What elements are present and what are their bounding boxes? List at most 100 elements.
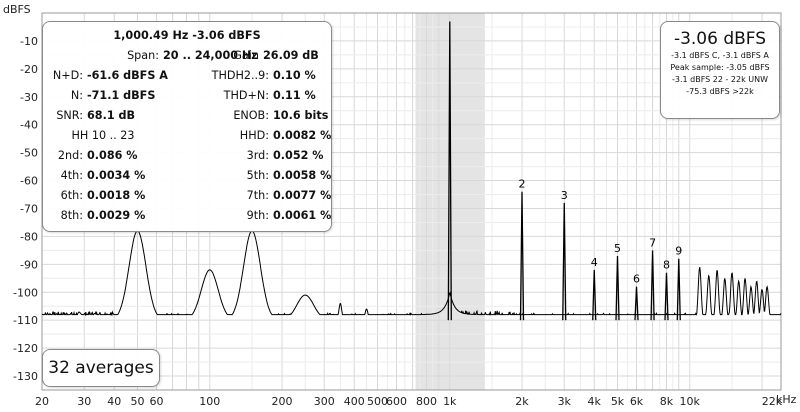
stat-label-left: N+D: (52, 69, 83, 82)
stat-label-right: 9th: (246, 209, 269, 222)
x-tick-label: 100 (199, 395, 220, 408)
harmonic-label: 4 (591, 256, 598, 269)
x-tick-label: 4k (588, 395, 602, 408)
harmonic-peak (676, 258, 681, 321)
stat-value-right: 10.6 bits (273, 109, 329, 122)
stat-label-right: THDH2..9: (211, 69, 269, 82)
averages-badge[interactable]: 32 averages (42, 349, 160, 387)
stat-value-left: -61.6 dBFS A (87, 69, 168, 82)
x-tick-label: 800 (416, 395, 437, 408)
y-tick-label: -110 (13, 314, 38, 327)
x-tick-label: 6k (630, 395, 644, 408)
y-tick-label: -70 (20, 202, 38, 215)
stat-label-left: HH 10 .. 23 (71, 129, 135, 142)
x-tick-label: 50 (131, 395, 145, 408)
harmonic-label: 5 (614, 242, 621, 255)
gain-label: Gain (233, 49, 259, 62)
x-tick-label: 2k (515, 395, 529, 408)
fundamental-peak (447, 21, 452, 321)
stat-label-left: 4th: (60, 169, 83, 182)
harmonic-label: 2 (518, 178, 525, 191)
stat-value-left: 0.0018 % (87, 189, 146, 202)
y-axis-ticks: -10 -20 -30 -40 -50 -60 -70 -80 -90 -100 -110 -120 -… (13, 35, 38, 383)
y-tick-label: -30 (20, 91, 38, 104)
stat-value-left: 0.086 % (87, 149, 138, 162)
stat-label-right: 3rd: (246, 149, 269, 162)
stat-label-left: 6th: (60, 189, 83, 202)
harmonic-peak (634, 286, 639, 321)
y-tick-label: -40 (20, 119, 38, 132)
x-tick-label: 300 (314, 395, 335, 408)
stat-label-left: N: (70, 89, 83, 102)
y-tick-label: -90 (20, 258, 38, 271)
span-label: Span: (127, 49, 159, 62)
stats-row: 8th: 0.0029 % 9th: 0.0061 % (43, 206, 332, 226)
y-tick-label: -10 (20, 35, 38, 48)
y-tick-label: -60 (20, 175, 38, 188)
x-tick-label: 3k (558, 395, 572, 408)
level-peak-sample: Peak sample: -3.05 dBFS (670, 63, 770, 72)
x-tick-label: 500 (367, 395, 388, 408)
level-panel[interactable]: -3.06 dBFS -3.1 dBFS C, -3.1 dBFS A Peak… (660, 21, 780, 119)
harmonic-label: 3 (561, 189, 568, 202)
stats-row: N+D: -61.6 dBFS A THDH2..9: 0.10 % (43, 66, 331, 86)
stat-label-right: THD+N: (223, 89, 269, 102)
harmonic-labels: 2 3 4 5 6 789 (518, 178, 682, 286)
x-tick-label: 5k (611, 395, 625, 408)
stat-label-right: HHD: (239, 129, 269, 142)
stat-value-right: 0.10 % (273, 69, 316, 82)
stat-value-right: 0.11 % (273, 89, 316, 102)
stat-label-left: 8th: (60, 209, 83, 222)
span-row: Span: 20 .. 24,000 Hz Gain 26.09 dB (43, 46, 331, 66)
stat-value-right: 0.0061 % (273, 209, 332, 222)
y-tick-label: -50 (20, 147, 38, 160)
harmonic-peak (615, 255, 620, 321)
x-tick-label: 200 (271, 395, 292, 408)
stat-label-left: SNR: (56, 109, 83, 122)
span-value: 20 .. 24,000 Hz (163, 49, 258, 62)
stats-row: SNR: 68.1 dB ENOB: 10.6 bits (43, 106, 331, 126)
stat-label-right: 7th: (246, 189, 269, 202)
spectrum-peaks (447, 21, 681, 321)
y-axis-title: dBFS (3, 3, 31, 16)
x-tick-label: 22k (762, 395, 783, 408)
x-tick-label: 60 (150, 395, 164, 408)
y-tick-label: -20 (20, 63, 38, 76)
level-above-22k: -75.3 dBFS >22k (686, 87, 754, 96)
stat-value-left: -71.1 dBFS (87, 89, 156, 102)
fundamental-readout: 1,000.49 Hz -3.06 dBFS (113, 29, 261, 42)
stat-value-right: 0.0077 % (273, 189, 332, 202)
stat-label-right: ENOB: (233, 109, 269, 122)
harmonic-peak (650, 250, 655, 321)
harmonic-label: 6 (633, 273, 640, 286)
x-tick-label: 30 (77, 395, 91, 408)
stat-value-right: 0.052 % (273, 149, 324, 162)
stats-row: 2nd: 0.086 % 3rd: 0.052 % (43, 146, 331, 166)
stat-value-left: 0.0029 % (87, 209, 146, 222)
stat-value-right: 0.0058 % (273, 169, 332, 182)
level-weighted: -3.1 dBFS C, -3.1 dBFS A (671, 51, 769, 60)
stat-value-left: 68.1 dB (87, 109, 136, 122)
x-axis-title: kHz (776, 393, 797, 406)
header-row: 1,000.49 Hz -3.06 dBFS (43, 26, 331, 46)
harmonic-peak (592, 269, 597, 321)
spectrum-trace (41, 230, 782, 317)
x-tick-label: 20 (35, 395, 49, 408)
x-tick-label: 600 (386, 395, 407, 408)
stat-label-right: 5th: (246, 169, 269, 182)
x-tick-label: 10k (680, 395, 701, 408)
stat-value-left: 0.0034 % (87, 169, 146, 182)
harmonic-peak (519, 191, 525, 321)
gain-value: 26.09 dB (263, 49, 319, 62)
y-tick-label: -80 (20, 230, 38, 243)
stats-row: 6th: 0.0018 % 7th: 0.0077 % (43, 186, 332, 206)
measurement-panel[interactable]: 1,000.49 Hz -3.06 dBFS Span: 20 .. 24,00… (42, 21, 332, 232)
x-tick-label: 400 (344, 395, 365, 408)
stats-row: 4th: 0.0034 % 5th: 0.0058 % (43, 166, 332, 186)
stats-row: N: -71.1 dBFS THD+N: 0.11 % (43, 86, 331, 106)
harmonic-label: 8 (663, 259, 670, 272)
stat-label-left: 2nd: (57, 149, 83, 162)
stats-row: HH 10 .. 23 HHD: 0.0082 % (43, 126, 331, 146)
y-tick-label: -130 (13, 370, 38, 383)
